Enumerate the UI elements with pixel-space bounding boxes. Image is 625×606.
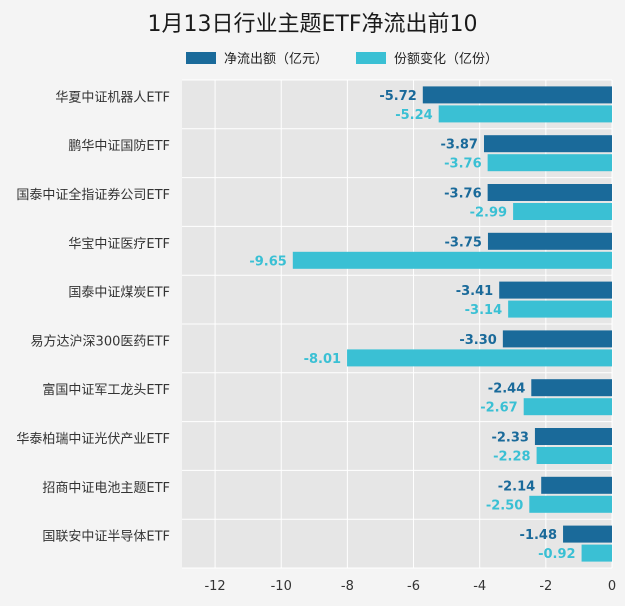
- category-label: 华夏中证机器人ETF: [55, 90, 170, 105]
- value-label-share-change: -5.24: [395, 108, 432, 123]
- bar-net-outflow: [499, 281, 612, 299]
- x-tick-label: -8: [341, 579, 354, 594]
- x-tick-label: 0: [608, 579, 616, 594]
- bar-share-change: [487, 154, 612, 172]
- value-label-net-outflow: -3.75: [444, 235, 481, 250]
- legend-item-share-change: 份额变化（亿份）: [356, 48, 498, 67]
- bar-net-outflow: [487, 232, 612, 250]
- category-label: 招商中证电池主题ETF: [42, 481, 170, 496]
- bar-net-outflow: [422, 86, 612, 104]
- bar-net-outflow: [541, 476, 612, 494]
- x-tick-label: -4: [473, 579, 486, 594]
- value-label-share-change: -3.76: [444, 157, 481, 172]
- value-label-share-change: -2.28: [493, 450, 530, 465]
- legend-swatch-share-change: [356, 51, 387, 64]
- chart-title: 1月13日行业主题ETF净流出前10: [147, 12, 478, 37]
- value-label-share-change: -9.65: [249, 254, 286, 269]
- bar-share-change: [347, 349, 612, 367]
- category-label: 鹏华中证国防ETF: [68, 138, 170, 154]
- value-label-net-outflow: -2.33: [491, 431, 528, 446]
- bar-net-outflow: [563, 525, 612, 543]
- legend-label-share-change: 份额变化（亿份）: [394, 52, 499, 67]
- value-label-share-change: -0.92: [538, 547, 575, 562]
- category-label: 国泰中证煤炭ETF: [68, 286, 170, 301]
- bar-net-outflow: [534, 428, 612, 445]
- value-label-net-outflow: -3.30: [459, 333, 496, 348]
- bar-share-change: [438, 105, 612, 123]
- value-label-net-outflow: -3.41: [456, 284, 493, 299]
- bar-share-change: [292, 251, 612, 269]
- bar-net-outflow: [487, 184, 612, 201]
- category-label: 易方达沪深300医药ETF: [31, 333, 170, 349]
- value-label-net-outflow: -5.72: [379, 89, 416, 104]
- bar-share-change: [536, 447, 612, 464]
- bar-share-change: [529, 495, 612, 513]
- x-tick-label: -10: [271, 579, 292, 594]
- x-tick-label: -12: [204, 579, 225, 594]
- value-label-share-change: -2.67: [480, 401, 517, 416]
- x-tick-label: -2: [539, 579, 552, 594]
- value-label-share-change: -3.14: [465, 303, 502, 318]
- legend: 净流出额（亿元） 份额变化（亿份）: [186, 48, 526, 67]
- category-label: 华宝中证医疗ETF: [68, 237, 170, 252]
- bar-net-outflow: [531, 379, 612, 397]
- value-label-net-outflow: -1.48: [520, 528, 557, 543]
- legend-label-net-outflow: 净流出额（亿元）: [224, 52, 329, 67]
- bar-share-change: [508, 300, 612, 318]
- value-label-net-outflow: -3.87: [441, 138, 478, 153]
- legend-item-net-outflow: 净流出额（亿元）: [186, 48, 328, 67]
- value-label-share-change: -8.01: [304, 352, 341, 367]
- bar-net-outflow: [502, 330, 612, 348]
- bar-share-change: [513, 203, 612, 220]
- x-tick-label: -6: [407, 579, 420, 594]
- category-label: 国联安中证半导体ETF: [42, 530, 170, 545]
- value-label-net-outflow: -3.76: [444, 187, 481, 202]
- bar-share-change: [581, 544, 612, 562]
- legend-swatch-net-outflow: [186, 51, 216, 64]
- value-label-net-outflow: -2.44: [488, 382, 525, 397]
- value-label-net-outflow: -2.14: [498, 479, 535, 494]
- category-label: 国泰中证全指证券公司ETF: [16, 187, 170, 203]
- value-label-share-change: -2.50: [486, 498, 523, 513]
- category-label: 富国中证军工龙头ETF: [42, 382, 170, 398]
- value-label-share-change: -2.99: [470, 206, 507, 221]
- bar-share-change: [523, 398, 612, 416]
- category-label: 华泰柏瑞中证光伏产业ETF: [16, 432, 170, 447]
- bar-net-outflow: [483, 135, 612, 153]
